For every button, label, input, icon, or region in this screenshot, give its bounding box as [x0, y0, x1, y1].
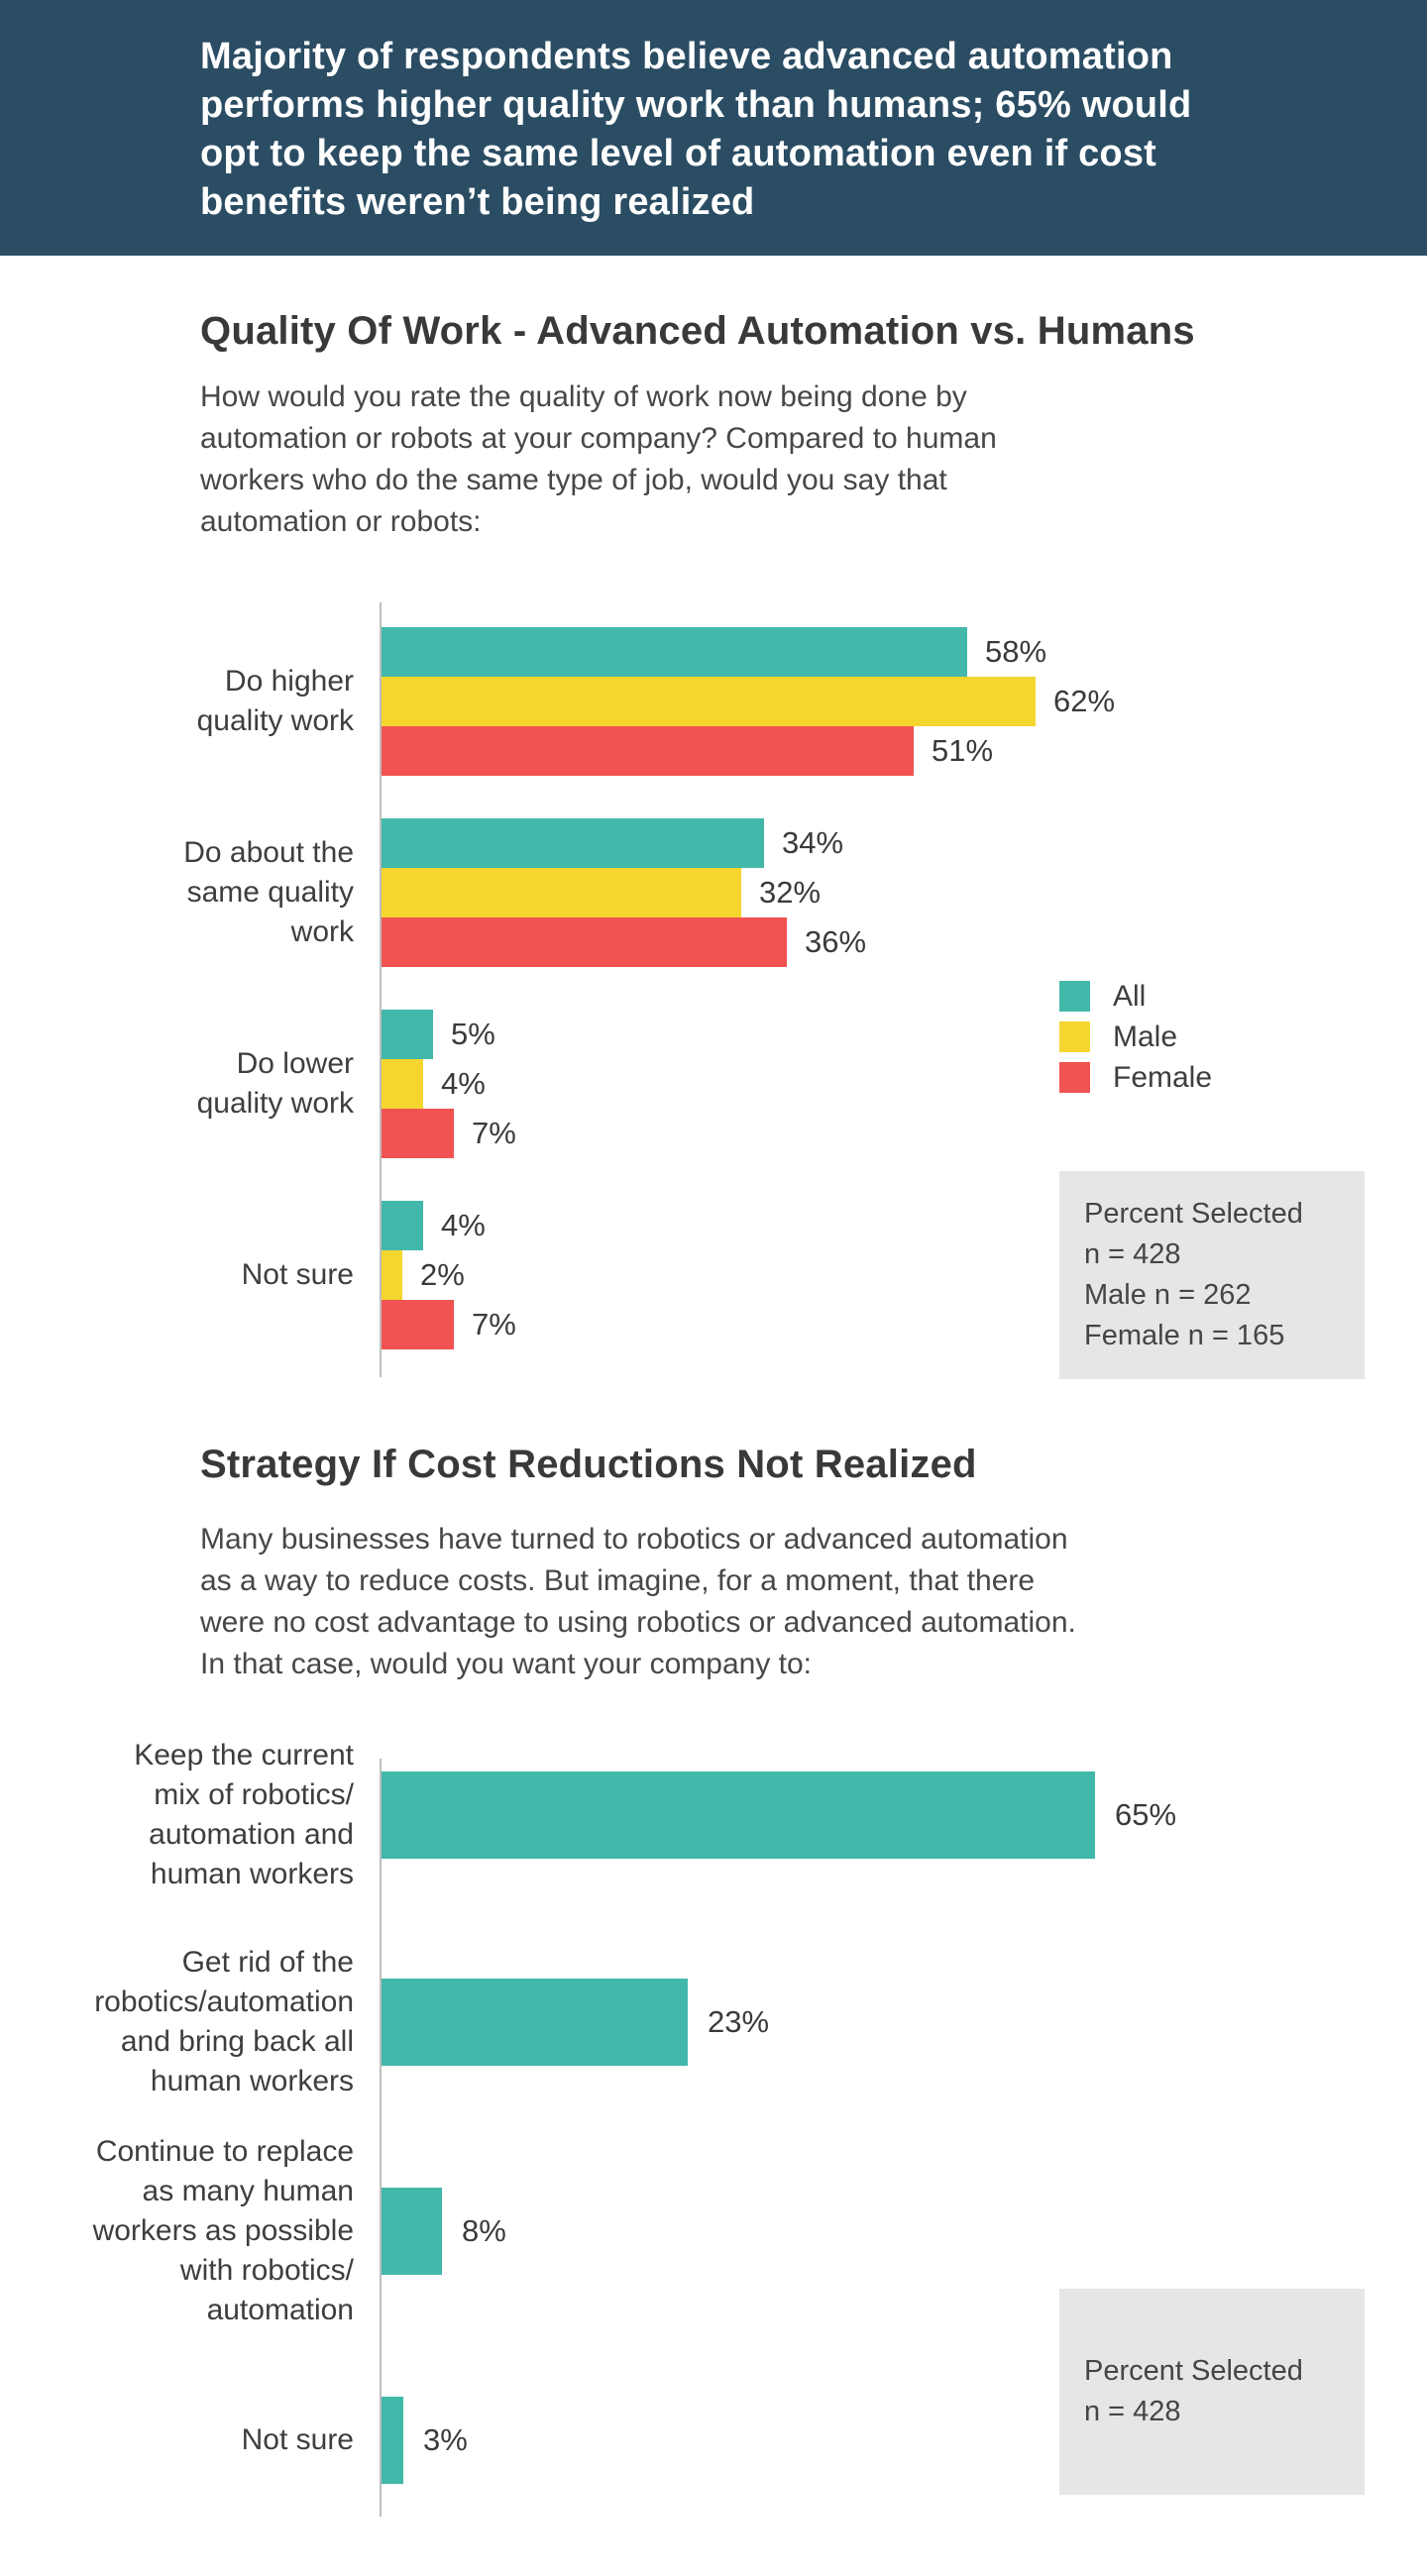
category-label: Keep the current mix of robotics/ automa… [134, 1739, 354, 1890]
sample-size-note-text: Percent Selected n = 428 Male n = 262 Fe… [1084, 1198, 1303, 1351]
bar-female [382, 726, 914, 776]
bar-value-label: 7% [472, 1116, 516, 1150]
bar-value-label: 3% [423, 2422, 468, 2457]
bar-all [382, 1771, 1095, 1859]
section1-title: Quality Of Work - Advanced Automation vs… [200, 309, 1195, 353]
sample-size-note-box: Percent Selected n = 428 Male n = 262 Fe… [1059, 1171, 1365, 1379]
legend-item-female: Female [1059, 1062, 1212, 1093]
bar-all [382, 1201, 423, 1250]
bar-value-label: 62% [1053, 684, 1116, 718]
sample-size-note-box-2: Percent Selected n = 428 [1059, 2289, 1365, 2495]
category-label: Do higher quality work [196, 665, 354, 737]
bar-value-label: 5% [451, 1017, 495, 1051]
legend-swatch-all [1059, 981, 1090, 1012]
bar-all [382, 627, 967, 677]
bar-male [382, 868, 741, 917]
legend-item-male: Male [1059, 1021, 1212, 1052]
bar-male [382, 1059, 423, 1109]
header-title: Majority of respondents believe advanced… [200, 36, 1192, 223]
legend-swatch-female [1059, 1062, 1090, 1093]
bar-value-label: 51% [932, 733, 994, 768]
legend-swatch-male [1059, 1021, 1090, 1052]
bar-value-label: 4% [441, 1208, 486, 1242]
bar-value-label: 58% [985, 634, 1047, 669]
bar-female [382, 1109, 454, 1158]
legend: All Male Female [1059, 981, 1212, 1103]
bar-female [382, 917, 787, 967]
bar-value-label: 32% [759, 875, 822, 910]
bar-value-label: 65% [1115, 1797, 1177, 1832]
section2-title: Strategy If Cost Reductions Not Realized [200, 1443, 977, 1486]
bar-female [382, 1300, 454, 1349]
header-banner: Majority of respondents believe advanced… [0, 0, 1427, 256]
category-label: Not sure [241, 1258, 354, 1291]
section2-question: Many businesses have turned to robotics … [200, 1523, 1076, 1680]
y-axis-line [380, 1759, 382, 2517]
bar-value-label: 8% [462, 2213, 506, 2248]
legend-label-male: Male [1113, 1020, 1178, 1053]
category-label: Do lower quality work [196, 1047, 354, 1120]
bar-male [382, 1250, 402, 1300]
legend-label-female: Female [1113, 1061, 1213, 1094]
category-label: Do about the same quality work [183, 836, 354, 948]
bar-value-label: 4% [441, 1066, 486, 1101]
legend-label-all: All [1113, 980, 1147, 1013]
bar-all [382, 2188, 442, 2275]
section1-question: How would you rate the quality of work n… [200, 380, 997, 538]
bar-all [382, 1979, 688, 2066]
category-label: Get rid of the robotics/automation and b… [94, 1946, 354, 2097]
y-axis-line [380, 602, 382, 1377]
bar-male [382, 677, 1036, 726]
bar-value-label: 36% [805, 924, 867, 959]
bar-value-label: 23% [708, 2004, 770, 2039]
bar-value-label: 2% [420, 1257, 465, 1292]
bar-value-label: 7% [472, 1307, 516, 1342]
bar-value-label: 34% [782, 825, 844, 860]
bar-all [382, 818, 764, 868]
bar-all [382, 2397, 403, 2484]
bar-all [382, 1010, 433, 1059]
category-label: Continue to replace as many human worker… [92, 2135, 354, 2326]
legend-item-all: All [1059, 981, 1212, 1012]
category-label: Not sure [241, 2423, 354, 2456]
sample-size-note-text-2: Percent Selected n = 428 [1084, 2355, 1303, 2427]
